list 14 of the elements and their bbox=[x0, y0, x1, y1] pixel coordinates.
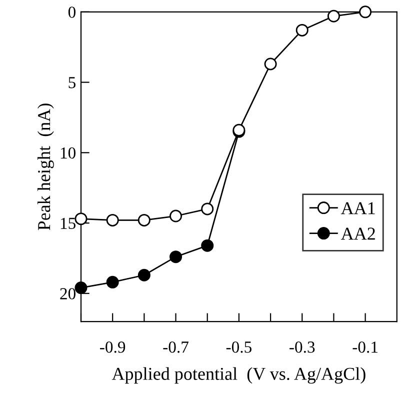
legend-label: AA1 bbox=[340, 202, 375, 214]
x-axis-title: Applied potential (V vs. Ag/AgCl) bbox=[112, 367, 366, 384]
x-tick-label: -0.5 bbox=[226, 341, 252, 353]
x-tick-label: -0.1 bbox=[352, 341, 378, 353]
y-tick-label: 10 bbox=[60, 147, 76, 159]
legend-label: AA2 bbox=[340, 228, 375, 240]
y-tick-label: 20 bbox=[60, 288, 76, 300]
y-tick-label: 5 bbox=[68, 77, 76, 88]
x-tick-label: -0.7 bbox=[163, 341, 188, 353]
y-tick-label: 0 bbox=[68, 6, 76, 18]
x-tick-label: -0.3 bbox=[290, 341, 315, 353]
x-tick-label: -0.9 bbox=[100, 341, 126, 353]
y-axis-title: Peak height (nA) bbox=[37, 104, 54, 230]
y-tick-label: 15 bbox=[60, 218, 76, 229]
